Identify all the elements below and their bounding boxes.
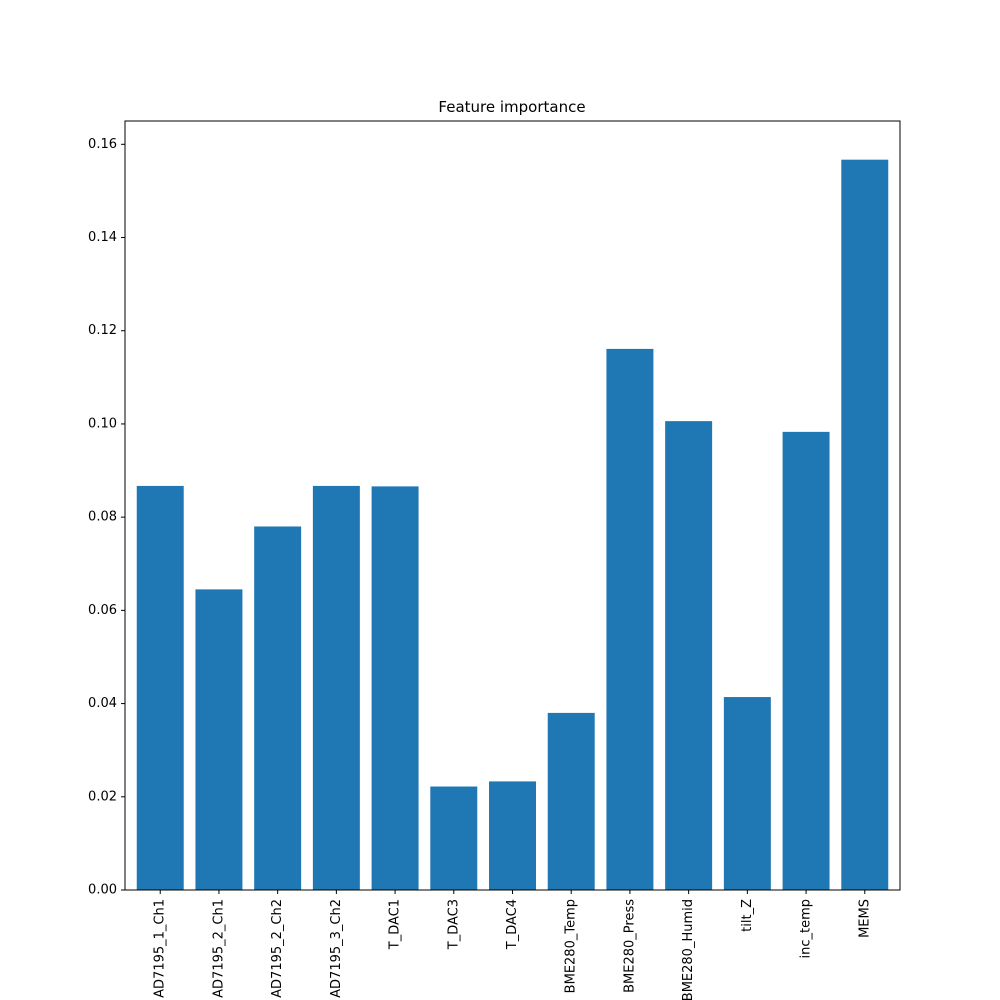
bar-inc-temp — [782, 431, 830, 890]
bar-t-dac1 — [371, 486, 419, 890]
x-tick-label: T_DAC3 — [446, 899, 461, 950]
y-tick-label: 0.02 — [88, 789, 117, 804]
bar-ad7195-3-ch2 — [312, 485, 360, 890]
y-tick-label: 0.06 — [88, 603, 117, 618]
plot-frame — [124, 120, 901, 891]
bar-tilt-z — [723, 697, 771, 890]
x-tick-label: AD7195_2_Ch1 — [211, 899, 226, 998]
bar-mems — [841, 159, 889, 890]
bar-ad7195-1-ch1 — [136, 485, 184, 890]
bars-group — [136, 159, 889, 890]
y-tick-label: 0.00 — [88, 883, 117, 898]
x-tick-label: AD7195_2_Ch2 — [270, 899, 285, 998]
y-tick-label: 0.08 — [88, 510, 117, 525]
chart-title: Feature importance — [438, 98, 585, 116]
x-tick-label: T_DAC1 — [388, 899, 403, 950]
bar-t-dac4 — [489, 781, 536, 890]
x-axis: AD7195_1_Ch1 AD7195_2_Ch1 AD7195_2_Ch2 AD71… — [153, 890, 872, 1000]
x-tick-label: BME280_Humid — [681, 899, 696, 1000]
x-tick-label: inc_temp — [799, 899, 814, 959]
y-tick-label: 0.12 — [88, 323, 117, 338]
bar-ad7195-2-ch1 — [195, 589, 243, 890]
bar-bme280-humid — [665, 421, 713, 890]
bar-ad7195-2-ch2 — [254, 526, 302, 890]
x-tick-label: BME280_Temp — [564, 899, 579, 993]
bar-bme280-temp — [547, 712, 595, 890]
y-tick-label: 0.16 — [88, 137, 117, 152]
x-tick-label: AD7195_3_Ch2 — [329, 899, 344, 998]
x-tick-label: tilt_Z — [740, 899, 755, 932]
bar-bme280-press — [606, 348, 654, 890]
x-tick-label: AD7195_1_Ch1 — [153, 899, 168, 998]
y-tick-label: 0.04 — [88, 696, 117, 711]
x-tick-label: T_DAC4 — [505, 899, 520, 950]
y-tick-label: 0.10 — [88, 416, 117, 431]
bar-t-dac3 — [430, 786, 478, 890]
x-tick-label: MEMS — [857, 899, 872, 938]
y-tick-label: 0.14 — [88, 230, 117, 245]
y-axis: 0.00 0.02 0.04 0.06 0.08 0.10 0.12 0.14 0.16 — [88, 137, 125, 898]
x-tick-label: BME280_Press — [622, 899, 637, 993]
